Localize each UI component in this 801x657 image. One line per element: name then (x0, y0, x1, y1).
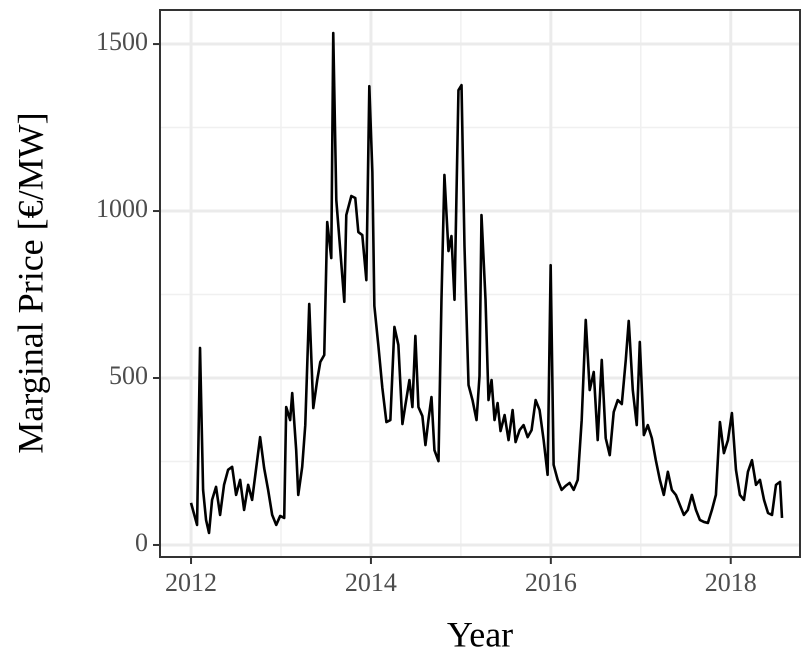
x-tick-label: 2012 (165, 568, 217, 597)
y-tick-label: 500 (109, 361, 148, 390)
line-series (189, 31, 784, 535)
y-tick-label: 0 (135, 528, 148, 557)
x-tick-label: 2018 (705, 568, 757, 597)
x-axis-title: Year (447, 614, 513, 654)
panel-border (159, 9, 801, 558)
x-tick-label: 2014 (345, 568, 397, 597)
x-tick-label: 2016 (525, 568, 577, 597)
y-axis-title: Marginal Price [€/MW] (10, 112, 50, 453)
y-tick-label: 1000 (96, 194, 148, 223)
y-tick-label: 1500 (96, 27, 148, 56)
